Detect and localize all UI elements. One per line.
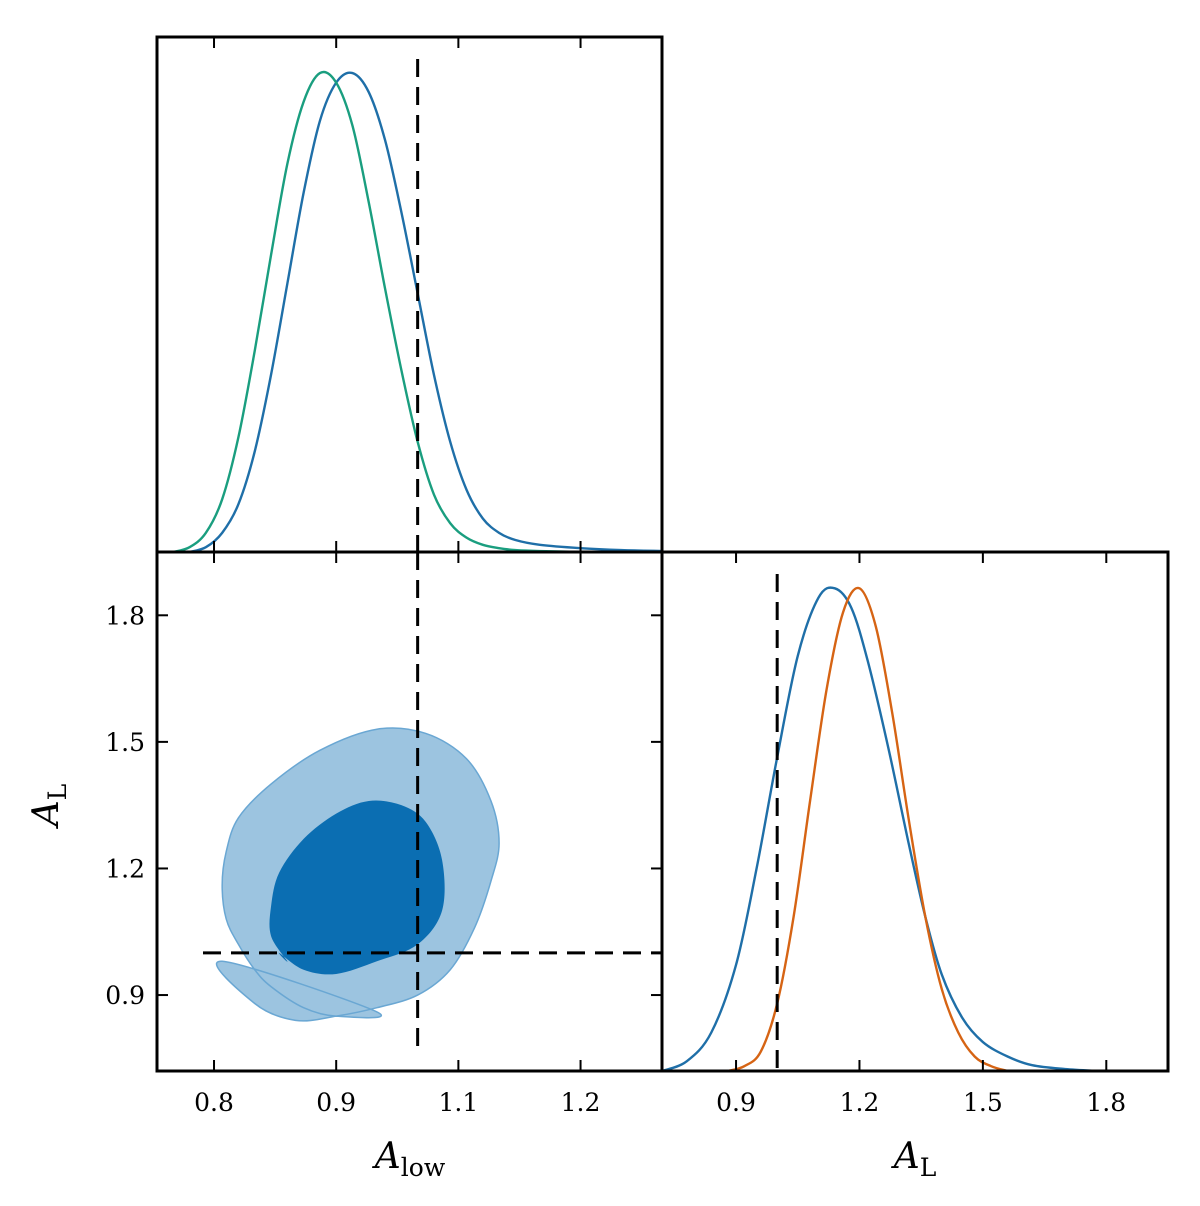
right-marginal-x-tick-label: 0.9	[716, 1088, 756, 1117]
joint-x-tick-label: 1.1	[438, 1088, 478, 1117]
panel-bottom-left-joint: 0.8 0.9 1.1 1.2 0.9 1.2 1.5 1.8	[105, 550, 664, 1117]
joint-x-tick-label: 0.8	[194, 1088, 234, 1117]
bottom-left-y-axis-label: AL	[26, 784, 72, 830]
panel-top-left-marginal	[155, 35, 664, 554]
right-marginal-frame	[660, 550, 1170, 1073]
joint-x-tick-label: 1.2	[561, 1088, 601, 1117]
contour-inner	[269, 800, 445, 975]
joint-x-tick-label: 0.9	[316, 1088, 356, 1117]
bottom-right-x-axis-label: AL	[891, 1136, 937, 1182]
top-marginal-frame	[155, 35, 664, 554]
top-marginal-curve-blue	[189, 71, 662, 552]
right-marginal-x-tick-label: 1.8	[1086, 1088, 1126, 1117]
bottom-left-x-axis-label: Alow	[372, 1136, 446, 1182]
joint-y-tick-label: 1.2	[105, 854, 145, 883]
joint-y-tick-label: 1.8	[105, 601, 145, 630]
joint-y-tick-label: 1.5	[105, 728, 145, 757]
right-marginal-x-tick-label: 1.5	[963, 1088, 1003, 1117]
top-marginal-curve-green	[172, 70, 581, 552]
joint-y-tick-label: 0.9	[105, 981, 145, 1010]
right-marginal-curve-blue	[662, 586, 1099, 1071]
panel-bottom-right-marginal: 0.9 1.2 1.5 1.8	[660, 550, 1170, 1117]
right-marginal-x-tick-label: 1.2	[840, 1088, 880, 1117]
